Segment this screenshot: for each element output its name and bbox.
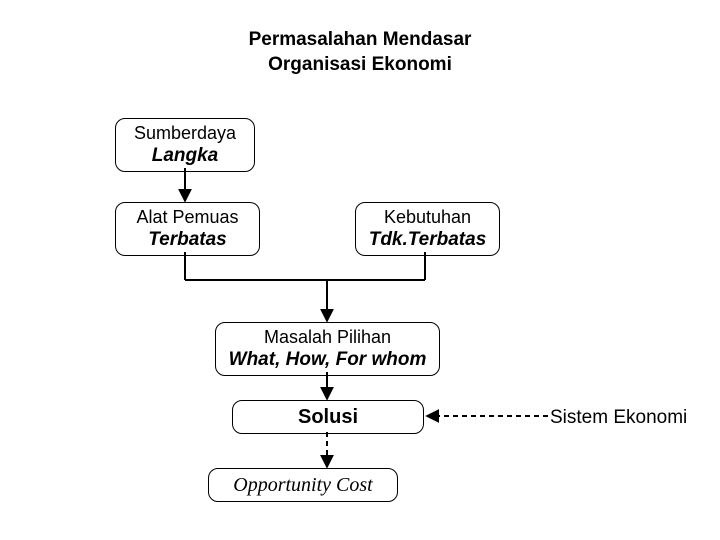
node-masalah-pilihan: Masalah Pilihan What, How, For whom bbox=[215, 322, 440, 376]
title-line1: Permasalahan Mendasar bbox=[249, 29, 472, 50]
node-sumberdaya: Sumberdaya Langka bbox=[115, 118, 255, 172]
node-masalah-line2: What, How, For whom bbox=[226, 349, 429, 372]
node-solusi: Solusi bbox=[232, 400, 424, 434]
node-solusi-line1: Solusi bbox=[243, 405, 413, 429]
node-alat-line1: Alat Pemuas bbox=[126, 207, 249, 229]
label-sistem-ekonomi: Sistem Ekonomi bbox=[550, 407, 687, 429]
node-alat-pemuas: Alat Pemuas Terbatas bbox=[115, 202, 260, 256]
node-kebutuhan: Kebutuhan Tdk.Terbatas bbox=[355, 202, 500, 256]
node-alat-line2: Terbatas bbox=[126, 229, 249, 252]
node-kebutuhan-line2: Tdk.Terbatas bbox=[366, 229, 489, 252]
node-opp-line1: Opportunity Cost bbox=[219, 473, 387, 497]
sistem-text: Sistem Ekonomi bbox=[550, 407, 687, 428]
diagram-title: Permasalahan Mendasar Organisasi Ekonomi bbox=[0, 28, 720, 77]
node-sumberdaya-line1: Sumberdaya bbox=[126, 123, 244, 145]
node-kebutuhan-line1: Kebutuhan bbox=[366, 207, 489, 229]
connector-layer bbox=[0, 0, 720, 540]
title-line2: Organisasi Ekonomi bbox=[268, 54, 452, 75]
node-sumberdaya-line2: Langka bbox=[126, 145, 244, 168]
node-masalah-line1: Masalah Pilihan bbox=[226, 327, 429, 349]
node-opportunity-cost: Opportunity Cost bbox=[208, 468, 398, 502]
